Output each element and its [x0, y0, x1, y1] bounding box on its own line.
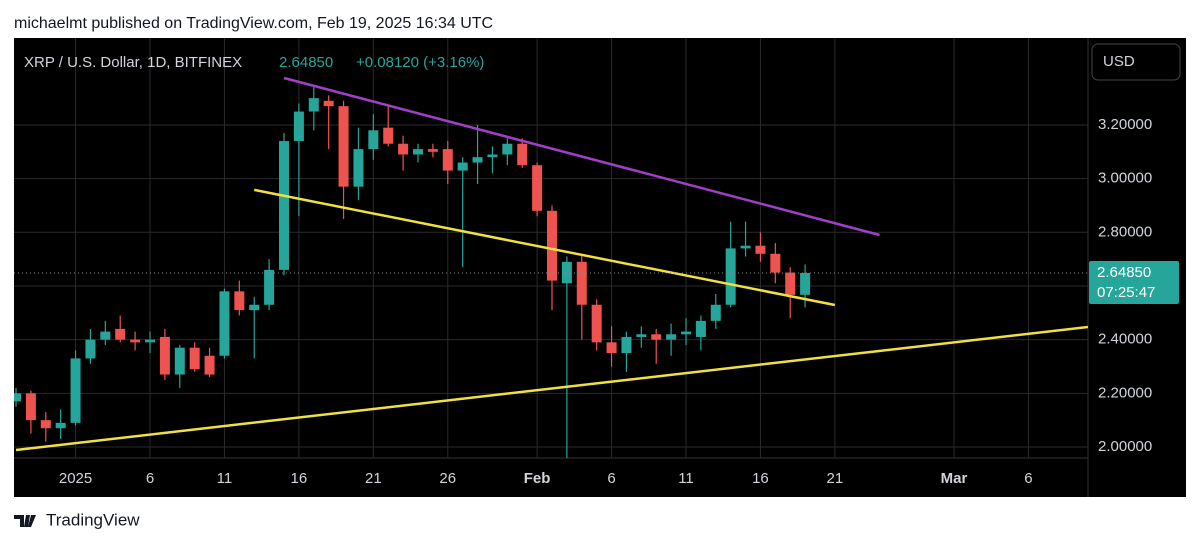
- candle-body: [323, 100, 334, 107]
- candle-body: [442, 149, 453, 171]
- trend-line: [15, 325, 1088, 452]
- candle-body: [383, 127, 394, 144]
- last-price-box: [1089, 260, 1179, 304]
- candle-body: [413, 149, 423, 155]
- candle-body: [457, 162, 468, 171]
- candle-body: [219, 291, 230, 356]
- candle-body: [591, 304, 602, 343]
- y-tick-label: 2.80000: [1098, 223, 1152, 240]
- trend-line: [253, 188, 836, 307]
- candle-body: [279, 141, 289, 270]
- publish-header: michaelmt published on TradingView.com, …: [14, 15, 493, 32]
- candle-body: [174, 347, 185, 375]
- candle-body: [502, 143, 513, 155]
- x-tick-label: Feb: [524, 470, 551, 487]
- candle-body: [427, 149, 438, 152]
- x-tick-label: 26: [439, 470, 456, 487]
- x-tick-label: 16: [752, 470, 769, 487]
- candle-body: [800, 272, 811, 295]
- legend-price: 2.64850: [279, 54, 333, 71]
- candle-body: [398, 143, 409, 155]
- candle-body: [606, 342, 617, 354]
- candle-body: [710, 304, 721, 321]
- currency-label[interactable]: USD: [1103, 53, 1135, 70]
- logo-icon: [14, 515, 36, 527]
- candle-body: [666, 334, 677, 340]
- candle-body: [234, 291, 245, 311]
- x-tick-label: 11: [678, 470, 694, 487]
- candle-body: [40, 420, 51, 429]
- candle-body: [130, 339, 141, 343]
- x-tick-label: 6: [1024, 470, 1032, 487]
- symbol-legend: XRP / U.S. Dollar, 1D, BITFINEX: [24, 54, 242, 71]
- candle-body: [785, 272, 796, 295]
- candle-body: [249, 304, 260, 311]
- candle-body: [25, 393, 36, 421]
- countdown-label: 07:25:47: [1097, 284, 1155, 301]
- y-tick-label: 2.20000: [1098, 384, 1152, 401]
- trend-line: [283, 76, 880, 237]
- candle-body: [368, 130, 379, 150]
- candle-body: [70, 358, 81, 423]
- candle-body: [85, 339, 96, 359]
- candle-body: [55, 422, 66, 429]
- candle-body: [487, 154, 498, 158]
- legend-change: +0.08120 (+3.16%): [356, 54, 484, 71]
- candle-body: [621, 336, 632, 354]
- candle-body: [740, 245, 751, 249]
- x-tick-label: 21: [827, 470, 844, 487]
- plot: [14, 76, 1088, 458]
- chart-panel: [14, 38, 1186, 497]
- candle-body: [308, 98, 319, 112]
- x-tick-label: 21: [365, 470, 382, 487]
- candle-body: [725, 248, 736, 305]
- candle-body: [695, 320, 706, 337]
- candle-body: [189, 347, 200, 370]
- candle-body: [159, 336, 170, 375]
- candle-body: [532, 165, 543, 211]
- x-tick-label: Mar: [941, 470, 968, 487]
- y-tick-label: 3.00000: [1098, 170, 1152, 187]
- y-tick-label: 2.00000: [1098, 438, 1152, 455]
- grid: [14, 38, 1088, 458]
- candle-body: [755, 245, 766, 254]
- candle-body: [681, 331, 691, 335]
- candle-body: [14, 393, 21, 402]
- x-tick-label: 16: [291, 470, 308, 487]
- candle-body: [293, 111, 304, 142]
- candle-body: [145, 339, 155, 343]
- candle-body: [517, 143, 528, 166]
- candle-body: [204, 355, 215, 375]
- candle-body: [338, 106, 349, 187]
- axes: 2.000002.200002.400002.600002.800003.000…: [59, 116, 1179, 487]
- x-tick-label: 6: [607, 470, 615, 487]
- candle-body: [651, 334, 662, 340]
- footer-brand: TradingView: [46, 510, 140, 529]
- x-tick-label: 6: [146, 470, 154, 487]
- candle-body: [547, 210, 557, 281]
- candle-body: [353, 149, 364, 187]
- tradingview-logo: TradingView: [14, 510, 140, 529]
- currency-button[interactable]: [1091, 43, 1181, 81]
- y-tick-label: 2.40000: [1098, 331, 1152, 348]
- candle-body: [576, 261, 587, 305]
- y-tick-label: 3.20000: [1098, 116, 1152, 133]
- candle-body: [636, 334, 647, 337]
- candle-body: [770, 253, 781, 273]
- candle-body: [115, 328, 126, 340]
- candle-body: [472, 157, 483, 163]
- x-tick-label: 11: [217, 470, 233, 487]
- candle-body: [264, 269, 275, 305]
- x-tick-label: 2025: [59, 470, 92, 487]
- candle-body: [100, 331, 111, 340]
- last-price-label: 2.64850: [1097, 264, 1151, 281]
